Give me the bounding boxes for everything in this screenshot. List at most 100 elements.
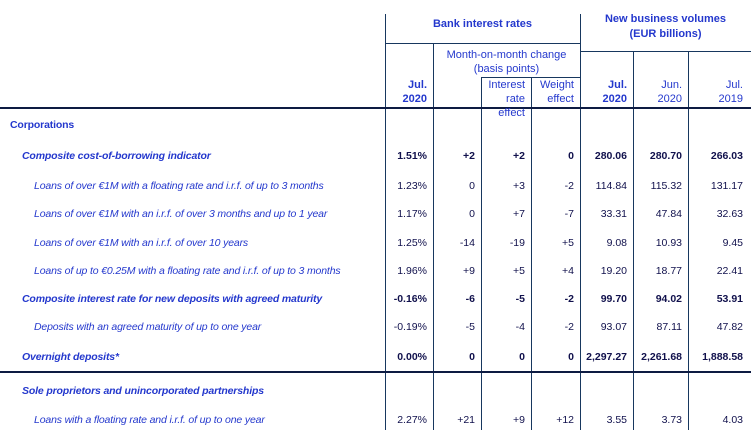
column-header-line2: 2020 bbox=[402, 93, 427, 105]
underline-mom-change bbox=[481, 77, 580, 78]
value-cell: -0.16% bbox=[393, 293, 427, 305]
column-header: Jul. 2020 bbox=[580, 78, 633, 120]
row-label: Composite interest rate for new deposits… bbox=[22, 293, 323, 305]
column-header-line2: 2019 bbox=[718, 93, 743, 105]
underline-new-business-volumes bbox=[580, 51, 751, 52]
column-header-line1: Jul. bbox=[608, 79, 627, 91]
column-header: Weight effect bbox=[531, 78, 580, 120]
value-cell: 280.06 bbox=[594, 150, 627, 162]
value-cell: -2 bbox=[564, 179, 574, 192]
value-cell: 0 bbox=[469, 179, 475, 192]
value-cell: 19.20 bbox=[600, 265, 627, 277]
value-cell: 4.03 bbox=[722, 414, 743, 426]
column-header-line1: Weight bbox=[539, 79, 574, 91]
value-cell: 47.84 bbox=[655, 208, 682, 220]
value-cell: -14 bbox=[459, 236, 475, 249]
table-row: Composite cost-of-borrowing indicator 1.5… bbox=[0, 141, 751, 171]
subheader-mom-change-line2: (basis points) bbox=[473, 63, 540, 75]
value-cell: -4 bbox=[515, 321, 525, 333]
divider-change-irate bbox=[481, 77, 482, 430]
value-cell: 1.51% bbox=[397, 150, 427, 162]
value-cell: -5 bbox=[515, 293, 525, 305]
value-cell: 9.45 bbox=[722, 236, 743, 249]
table-row: Loans of over €1M with a floating rate a… bbox=[0, 171, 751, 200]
column-header: Jun. 2020 bbox=[633, 78, 688, 120]
value-cell: 9.08 bbox=[606, 236, 627, 249]
value-cell: -2 bbox=[564, 293, 574, 305]
value-cell: 93.07 bbox=[600, 321, 627, 333]
value-cell: 33.31 bbox=[600, 208, 627, 220]
table-row: Overnight deposits* 0.00% 0 0 0 2,297.27 2,261… bbox=[0, 341, 751, 372]
value-cell: 94.02 bbox=[655, 293, 682, 305]
value-cell: +12 bbox=[556, 414, 574, 426]
value-cell: 0 bbox=[568, 150, 574, 162]
value-cell: +2 bbox=[513, 150, 525, 162]
value-cell: 114.84 bbox=[595, 179, 627, 192]
value-cell: 3.73 bbox=[661, 414, 682, 426]
section-separator-line bbox=[0, 371, 751, 373]
table-row: Loans of over €1M with an i.r.f. of over… bbox=[0, 228, 751, 257]
divider-label-rates bbox=[385, 14, 386, 430]
column-header-line2: rate effect bbox=[498, 93, 525, 119]
value-cell: +7 bbox=[513, 208, 525, 220]
value-cell: 18.77 bbox=[655, 265, 682, 277]
value-cell: 0 bbox=[519, 350, 525, 363]
row-label: Sole proprietors and unincorporated part… bbox=[22, 385, 264, 397]
value-cell: 47.82 bbox=[716, 321, 743, 333]
table-row: Deposits with an agreed maturity of up t… bbox=[0, 313, 751, 341]
value-cell: 1.23% bbox=[397, 179, 427, 192]
column-header-line2: effect bbox=[547, 93, 574, 105]
value-cell: 87.11 bbox=[656, 321, 683, 333]
value-cell: +4 bbox=[562, 265, 574, 277]
divider-jun-jul19 bbox=[688, 51, 689, 430]
value-cell: 1,888.58 bbox=[702, 350, 743, 363]
row-label: Overnight deposits* bbox=[22, 350, 119, 363]
column-header-line1: Jun. bbox=[661, 79, 682, 91]
column-header: Jul. 2020 bbox=[385, 78, 433, 120]
value-cell: 99.70 bbox=[600, 293, 627, 305]
row-label: Composite cost-of-borrowing indicator bbox=[22, 150, 211, 162]
value-cell: -0.19% bbox=[393, 321, 427, 333]
value-cell: -5 bbox=[465, 321, 475, 333]
value-cell: 0.00% bbox=[397, 350, 427, 363]
value-cell: 53.91 bbox=[716, 293, 743, 305]
value-cell: 1.96% bbox=[397, 265, 427, 277]
value-cell: 266.03 bbox=[710, 150, 743, 162]
column-header: Interest rate effect bbox=[481, 78, 531, 120]
group-header-volumes-line1: New business volumes bbox=[604, 13, 727, 25]
value-cell: 0 bbox=[568, 350, 574, 363]
value-cell: +9 bbox=[463, 265, 475, 277]
subheader-mom-change-line1: Month-on-month change bbox=[446, 49, 567, 61]
value-cell: +2 bbox=[463, 150, 475, 162]
value-cell: 131.17 bbox=[710, 179, 743, 192]
column-header: Jul. 2019 bbox=[688, 78, 751, 120]
column-headers: Jul. 2020 Interest rate effect Weight effect J… bbox=[385, 78, 751, 120]
group-header-bank-interest-rates: Bank interest rates bbox=[432, 18, 533, 30]
value-cell: 1.25% bbox=[397, 236, 427, 249]
row-label: Loans of over €1M with an i.r.f. of over… bbox=[34, 236, 249, 249]
table-row: Corporations bbox=[0, 109, 751, 141]
row-label: Deposits with an agreed maturity of up t… bbox=[34, 321, 262, 333]
group-header-volumes-line2: (EUR billions) bbox=[629, 28, 702, 40]
table-row: Loans of up to €0.25M with a floating ra… bbox=[0, 257, 751, 285]
row-label: Loans of over €1M with a floating rate a… bbox=[34, 179, 324, 192]
table-body: Corporations Composite cost-of-borrowing … bbox=[0, 109, 751, 430]
column-header-line2: 2020 bbox=[657, 93, 682, 105]
value-cell: +21 bbox=[457, 414, 475, 426]
value-cell: -6 bbox=[465, 293, 475, 305]
table-row: Loans with a floating rate and i.r.f. of… bbox=[0, 410, 751, 430]
value-cell: 2.27% bbox=[397, 414, 427, 426]
value-cell: 115.32 bbox=[650, 179, 682, 192]
value-cell: 22.41 bbox=[716, 265, 743, 277]
divider-irate-weight bbox=[531, 77, 532, 430]
value-cell: 1.17% bbox=[397, 208, 427, 220]
column-header-line2: 2020 bbox=[602, 93, 627, 105]
value-cell: 0 bbox=[469, 208, 475, 220]
column-header-line1: Jul. bbox=[725, 79, 743, 91]
value-cell: +3 bbox=[513, 179, 525, 192]
value-cell: 10.93 bbox=[655, 236, 682, 249]
value-cell: +9 bbox=[513, 414, 525, 426]
row-label: Loans with a floating rate and i.r.f. of… bbox=[34, 414, 265, 426]
value-cell: -2 bbox=[564, 321, 574, 333]
